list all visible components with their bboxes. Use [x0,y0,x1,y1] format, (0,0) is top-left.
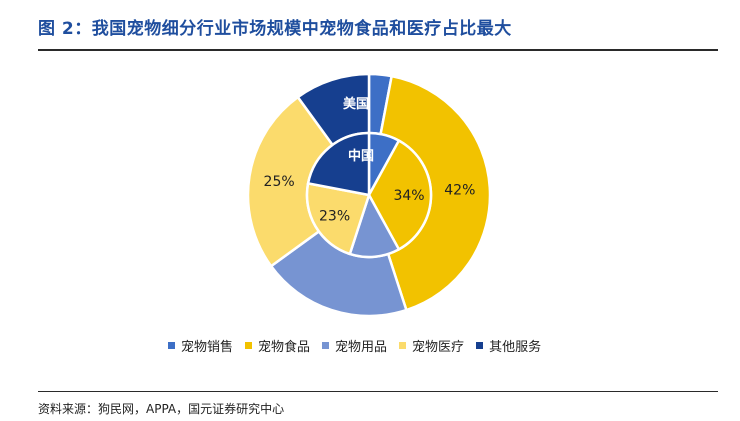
title-divider [38,49,718,51]
legend-label: 宠物用品 [335,340,388,355]
legend-item-1: 宠物销售 [168,336,233,355]
legend-swatch [168,342,175,349]
legend-label: 宠物销售 [181,340,234,355]
data-label-outer-4: 25% [264,174,295,190]
legend-swatch [322,342,330,349]
legend-swatch [245,342,253,349]
legend-swatch [399,342,407,349]
ring-label-outer: 美国 [343,96,369,112]
chart-title: 图 2：我国宠物细分行业市场规模中宠物食品和医疗占比最大 [38,19,512,39]
legend-label: 其他服务 [489,340,542,355]
ring-label-inner: 中国 [348,148,374,164]
legend-item-4: 宠物医疗 [399,336,464,355]
legend-label: 宠物食品 [258,340,311,355]
source-note: 资料来源：狗民网，APPA，国元证券研究中心 [38,402,285,416]
legend-item-2: 宠物食品 [245,336,310,355]
legend-label: 宠物医疗 [412,340,465,355]
donut-chart: 42% 25% 34% 23% 中国 美国 [246,72,492,318]
data-label-outer-2: 42% [444,182,475,198]
data-label-inner-2: 34% [393,188,424,204]
slice-inner-5 [306,131,371,197]
chart-legend: 宠物销售 宠物食品 宠物用品 宠物医疗 其他服务 [168,336,541,355]
legend-swatch [476,342,484,349]
data-label-inner-4: 23% [319,208,350,224]
source-divider [38,391,718,392]
legend-item-5: 其他服务 [476,336,541,355]
slice-inner-4 [305,181,371,256]
legend-item-3: 宠物用品 [322,336,387,355]
